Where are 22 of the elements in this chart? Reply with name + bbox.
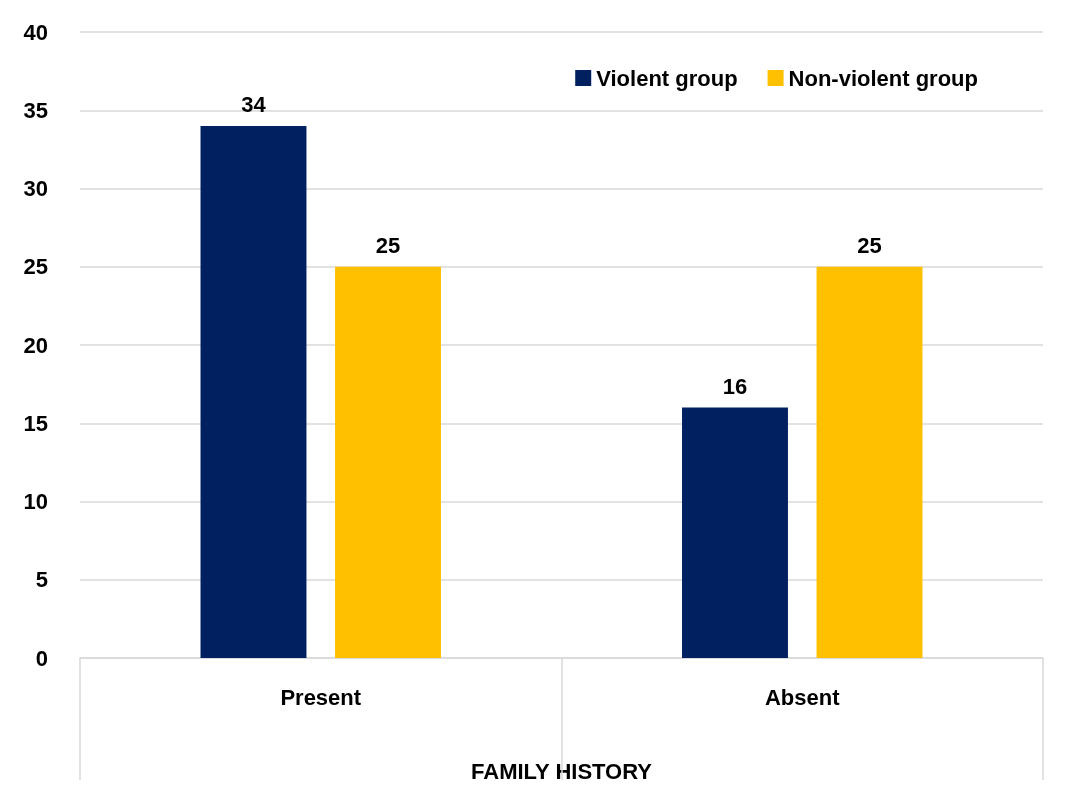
y-tick-label: 20	[23, 332, 48, 358]
y-tick-label: 40	[23, 19, 48, 45]
legend-label: Violent group	[596, 65, 738, 91]
data-label: 25	[375, 233, 401, 259]
bar	[682, 407, 788, 658]
y-tick-label: 5	[35, 567, 48, 593]
data-label: 25	[857, 233, 882, 259]
x-axis-title: FAMILY HISTORY	[471, 758, 653, 784]
data-label: 16	[722, 374, 748, 400]
bar	[200, 125, 307, 658]
y-tick-label: 30	[23, 176, 48, 201]
bar	[335, 266, 441, 658]
y-tick-label: 15	[23, 410, 48, 436]
x-tick-label: Present	[280, 684, 362, 710]
y-tick-label: 0	[35, 645, 48, 671]
legend-label: Non-violent group	[788, 65, 978, 91]
y-tick-label: 25	[23, 254, 48, 280]
y-tick-label: 10	[23, 489, 48, 514]
y-tick-label: 35	[23, 97, 48, 123]
x-tick-label: Absent	[764, 684, 841, 710]
bar	[816, 266, 923, 658]
data-label: 34	[241, 92, 267, 118]
